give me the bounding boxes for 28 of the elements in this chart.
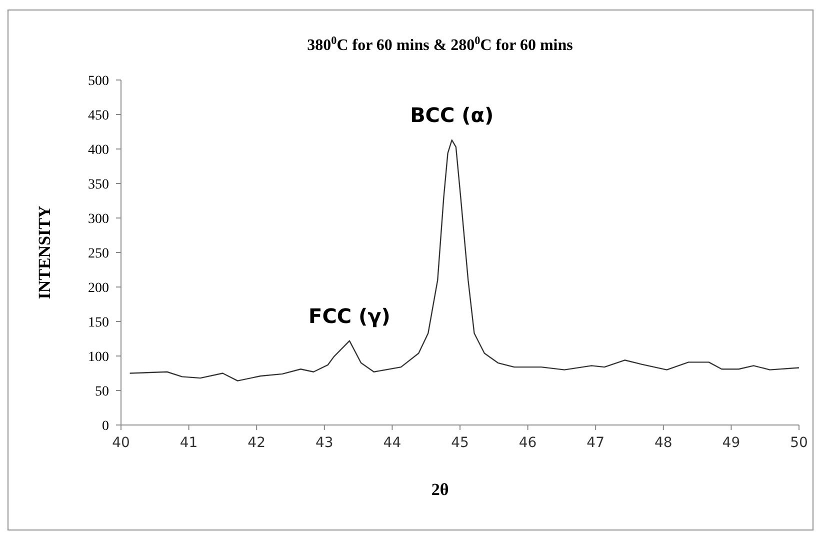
y-tick-label: 350 (88, 177, 109, 192)
x-tick-label: 43 (315, 435, 334, 451)
y-axis-title: INTENSITY (35, 206, 54, 300)
y-tick-label: 250 (88, 246, 109, 262)
x-tick-label: 48 (654, 435, 672, 451)
x-tick-label: 47 (586, 435, 605, 451)
x-tick-label: 49 (722, 435, 740, 451)
y-tick-label: 500 (88, 74, 109, 89)
x-tick-label: 40 (112, 435, 130, 451)
y-tick-label: 400 (88, 142, 109, 158)
annotation: BCC (α) (410, 103, 494, 128)
y-tick-label: 50 (95, 384, 109, 400)
chart-title: 380$^{0}$C for 60 mins & 280$^{0}$C for 60 mins (307, 35, 573, 54)
x-tick-label: 45 (451, 435, 469, 451)
annotation: FCC (γ) (308, 304, 390, 328)
line-series (129, 139, 800, 382)
x-axis-title: 2θ (431, 480, 449, 499)
x-tick-label: 44 (383, 435, 402, 451)
x-tick-label: 50 (790, 435, 808, 451)
y-tick-label: 300 (88, 212, 109, 227)
x-tick-label: 42 (248, 435, 266, 451)
y-tick-label: 0 (102, 418, 109, 434)
y-tick-label: 200 (88, 280, 109, 296)
y-tick-label: 150 (88, 315, 109, 330)
x-tick-label: 46 (518, 435, 537, 451)
y-tick-label: 100 (88, 350, 109, 365)
x-tick-label: 41 (180, 435, 198, 451)
y-tick-label: 450 (88, 108, 109, 124)
